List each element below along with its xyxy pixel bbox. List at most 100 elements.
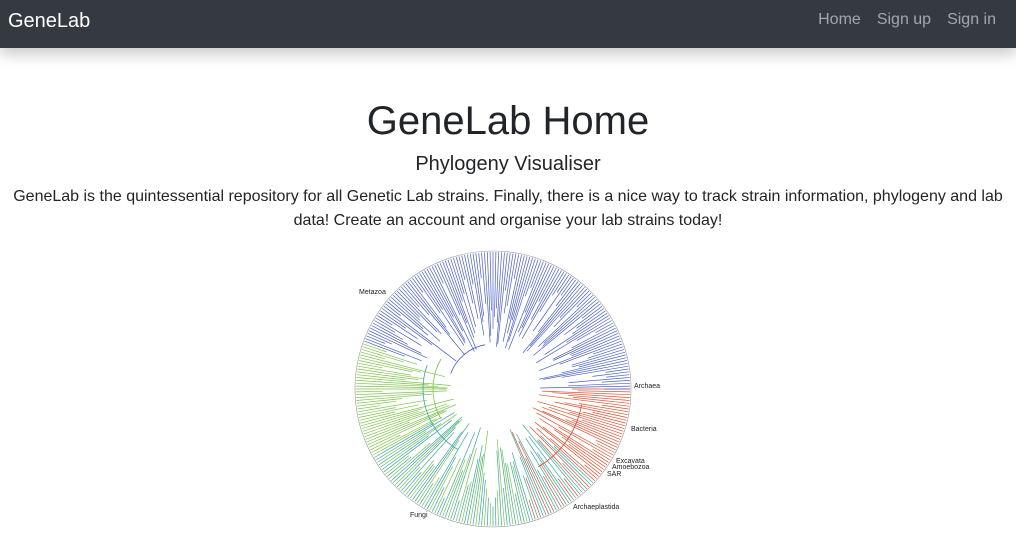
- tree-branch: [511, 256, 531, 321]
- tree-branch: [496, 252, 500, 309]
- tree-branch: [392, 294, 421, 321]
- tree-branch: [484, 252, 491, 343]
- tree-branch: [592, 371, 629, 377]
- tree-branch: [374, 320, 396, 333]
- tree-branch: [357, 365, 412, 376]
- tree-branch: [387, 301, 429, 336]
- tree-branch: [511, 431, 550, 515]
- tree-branch: [605, 368, 629, 373]
- clade-label-archaea: Archaea: [634, 383, 660, 390]
- tree-branch: [431, 487, 445, 512]
- tree-branch: [524, 259, 539, 297]
- tree-branch: [419, 483, 434, 505]
- tree-branch: [552, 273, 567, 296]
- tree-branch: [538, 281, 579, 333]
- tree-branch: [537, 452, 572, 502]
- tree-branch: [383, 305, 457, 362]
- tree-branch: [377, 431, 427, 463]
- tree-branch: [360, 398, 454, 424]
- phylogeny-tree-image: Metazoa Archaea Bacteria Excavata Amoebo…: [354, 250, 660, 528]
- tree-branch: [472, 454, 484, 525]
- tree-branch: [534, 422, 601, 475]
- tree-branch: [401, 432, 455, 492]
- tree-branch: [453, 257, 465, 295]
- tree-branch: [442, 261, 468, 324]
- nav-link-home[interactable]: Home: [818, 11, 861, 28]
- clade-label-metazoa: Metazoa: [359, 289, 386, 296]
- tree-branch: [552, 392, 630, 398]
- tree-branch: [358, 404, 419, 418]
- tree-branch: [533, 301, 599, 356]
- tree-branch: [565, 419, 620, 443]
- tree-branch: [537, 401, 626, 427]
- tree-branch: [356, 398, 403, 404]
- tree-branch: [362, 346, 418, 365]
- brand-link[interactable]: GeneLab: [8, 10, 91, 32]
- page-description: GeneLab is the quintessential repository…: [13, 188, 1003, 229]
- tree-branch: [355, 385, 448, 389]
- tree-branch: [524, 262, 547, 313]
- tree-branch: [378, 423, 442, 466]
- tree-branch: [525, 457, 552, 514]
- tree-branch: [500, 447, 511, 525]
- tree-branch: [371, 325, 408, 345]
- tree-branch: [503, 253, 514, 314]
- tree-branch: [496, 252, 505, 347]
- tree-branch: [561, 436, 606, 468]
- tree-branch: [358, 362, 383, 369]
- tree-branch: [509, 429, 547, 516]
- tree-branch: [385, 303, 401, 317]
- tree-branch: [536, 317, 611, 364]
- tree-branch: [522, 283, 581, 354]
- nav-link-sign-up[interactable]: Sign up: [876, 11, 932, 28]
- tree-branch: [538, 267, 557, 302]
- tree-branch: [568, 377, 630, 383]
- tree-branch: [469, 253, 485, 336]
- tree-branch: [362, 403, 447, 432]
- tree-branch: [504, 257, 533, 349]
- tree-branch: [368, 330, 427, 359]
- tree-branch: [564, 305, 603, 336]
- nav-link-sign-in[interactable]: Sign in: [947, 11, 996, 28]
- tree-branch: [539, 271, 565, 312]
- tree-branch: [522, 424, 581, 495]
- tree-branch: [356, 382, 439, 388]
- tree-branch: [405, 460, 435, 495]
- tree-branch: [372, 416, 442, 456]
- tree-branch: [481, 479, 486, 526]
- tree-branch: [538, 360, 628, 380]
- tree-branch: [364, 405, 450, 438]
- tree-outer-ring: [354, 250, 632, 528]
- tree-branch: [403, 285, 430, 316]
- tree-branch: [573, 397, 630, 404]
- tree-branch: [511, 452, 533, 521]
- tree-branch: [532, 407, 618, 448]
- tree-branch: [552, 327, 616, 360]
- tree-branch: [543, 362, 628, 380]
- tree-branch: [371, 418, 437, 453]
- tree-branch: [489, 503, 491, 527]
- tree-branch: [571, 419, 621, 440]
- tree-branch: [469, 456, 482, 525]
- tree-branch: [560, 277, 574, 296]
- navbar: GeneLab Home Sign up Sign in: [0, 0, 1016, 48]
- tree-branch: [472, 253, 484, 323]
- tree-branch: [506, 253, 517, 306]
- tree-branch: [368, 410, 448, 448]
- tree-internal-arc: [432, 358, 442, 420]
- tree-branch: [419, 273, 443, 310]
- tree-branch: [529, 426, 590, 488]
- tree-branch: [401, 286, 420, 308]
- tree-branch: [390, 297, 441, 342]
- page-title: GeneLab Home: [366, 99, 650, 143]
- tree-branch: [593, 343, 623, 355]
- tree-branch: [494, 497, 497, 527]
- tree-branch: [357, 400, 397, 407]
- tree-branch: [412, 277, 424, 293]
- tree-branch: [458, 484, 469, 522]
- tree-branch: [566, 315, 609, 343]
- tree-branch: [571, 335, 620, 357]
- tree-branch: [385, 455, 410, 475]
- tree-branch: [517, 263, 550, 333]
- tree-branch: [444, 470, 464, 518]
